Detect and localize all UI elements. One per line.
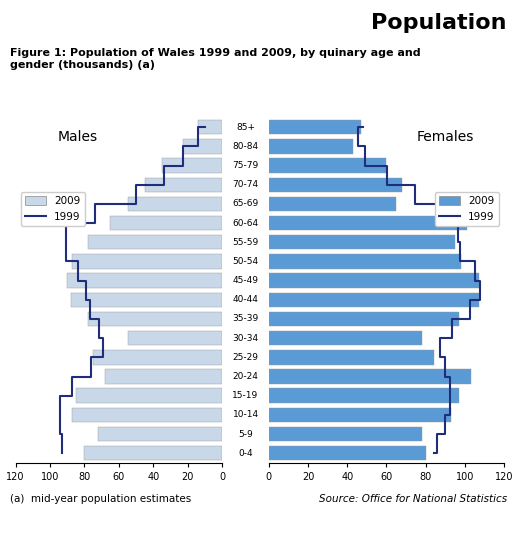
Bar	[145, 178, 222, 192]
Text: 15-19: 15-19	[233, 391, 258, 400]
Text: 25-29: 25-29	[233, 353, 258, 362]
Text: 40-44: 40-44	[233, 295, 258, 304]
Bar	[88, 312, 222, 326]
Text: 65-69: 65-69	[233, 200, 258, 209]
Text: 35-39: 35-39	[233, 315, 258, 324]
Text: 10-14: 10-14	[233, 410, 258, 419]
Bar	[269, 178, 402, 192]
Bar	[269, 158, 387, 173]
Text: 45-49: 45-49	[233, 276, 258, 285]
Bar	[198, 120, 222, 134]
Bar	[269, 273, 479, 288]
Bar	[88, 235, 222, 249]
Legend: 2009, 1999: 2009, 1999	[435, 192, 499, 226]
Bar	[269, 427, 422, 441]
Bar	[128, 197, 222, 211]
Bar	[269, 197, 396, 211]
Text: 5-9: 5-9	[238, 430, 253, 439]
Text: (a)  mid-year population estimates: (a) mid-year population estimates	[10, 494, 191, 504]
Bar	[128, 331, 222, 346]
Text: 55-59: 55-59	[233, 238, 258, 247]
Bar	[269, 235, 455, 249]
Legend: 2009, 1999: 2009, 1999	[21, 192, 85, 226]
Bar	[269, 312, 459, 326]
Bar	[269, 254, 461, 269]
Text: 0-4: 0-4	[238, 449, 253, 457]
Bar	[269, 369, 471, 384]
Bar	[269, 216, 467, 231]
Bar	[76, 388, 222, 403]
Bar	[269, 446, 425, 461]
Bar	[269, 350, 433, 364]
Text: 70-74: 70-74	[233, 180, 258, 189]
Bar	[269, 139, 353, 154]
Text: 80-84: 80-84	[233, 142, 258, 151]
Text: Males: Males	[57, 130, 98, 144]
Bar	[110, 216, 222, 231]
Bar	[269, 293, 479, 307]
Text: 85+: 85+	[236, 123, 255, 132]
Bar	[98, 427, 222, 441]
Bar	[269, 120, 361, 134]
Bar	[93, 350, 222, 364]
Text: Females: Females	[417, 130, 474, 144]
Bar	[183, 139, 222, 154]
Bar	[162, 158, 222, 173]
Bar	[84, 446, 222, 461]
Bar	[269, 408, 451, 422]
Text: 20-24: 20-24	[233, 372, 258, 381]
Text: Source: Office for National Statistics: Source: Office for National Statistics	[318, 494, 507, 504]
Text: 50-54: 50-54	[233, 257, 258, 266]
Text: 30-34: 30-34	[233, 334, 258, 342]
Bar	[269, 331, 422, 346]
Bar	[72, 408, 222, 422]
Text: 60-64: 60-64	[233, 219, 258, 227]
Text: Population: Population	[371, 13, 507, 33]
Bar	[67, 273, 222, 288]
Text: Figure 1: Population of Wales 1999 and 2009, by quinary age and
gender (thousand: Figure 1: Population of Wales 1999 and 2…	[10, 48, 421, 70]
Text: 75-79: 75-79	[233, 161, 258, 170]
Bar	[269, 388, 459, 403]
Bar	[72, 254, 222, 269]
Bar	[105, 369, 222, 384]
Bar	[71, 293, 222, 307]
